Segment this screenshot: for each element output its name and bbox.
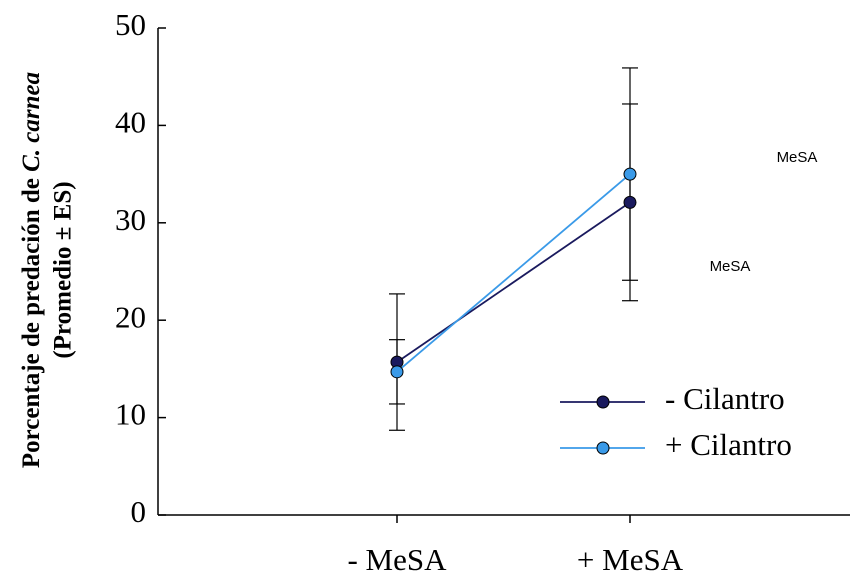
y-axis-label: Porcentaje de predación de C. carnea <box>18 72 45 468</box>
annotation: MeSA <box>710 258 751 275</box>
y-tick-label: 40 <box>115 105 146 140</box>
data-point <box>623 167 637 181</box>
x-tick-label: + MeSA <box>577 542 684 577</box>
legend-marker <box>596 441 610 455</box>
legend-marker <box>596 395 610 409</box>
legend-label: - Cilantro <box>665 381 785 416</box>
annotation: MeSA <box>777 149 818 166</box>
y-axis-label-2: (Promedio ± ES) <box>50 181 77 358</box>
y-tick-label: 50 <box>115 7 146 42</box>
y-tick-label: 0 <box>131 494 147 529</box>
y-tick-label: 20 <box>115 299 146 334</box>
y-tick-label: 30 <box>115 202 146 237</box>
series-line <box>396 173 631 373</box>
y-tick-label: 10 <box>115 397 146 432</box>
legend-label: + Cilantro <box>665 427 792 462</box>
x-tick-label: - MeSA <box>347 542 447 577</box>
data-point <box>390 365 404 379</box>
data-point <box>623 195 637 209</box>
y-label-italic: C. carnea <box>18 72 45 172</box>
series-line <box>396 201 631 363</box>
y-label-text: Porcentaje de predación de <box>18 178 45 468</box>
